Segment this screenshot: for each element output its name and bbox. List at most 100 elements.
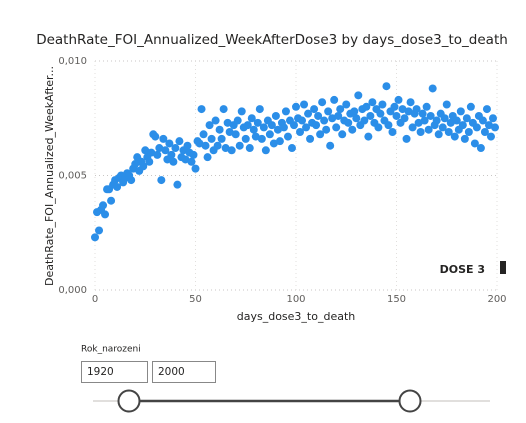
point <box>394 95 403 104</box>
point <box>243 121 252 130</box>
point <box>384 121 393 130</box>
point <box>466 102 475 111</box>
point <box>440 114 449 123</box>
x-tick-label: 100 <box>286 294 305 305</box>
point <box>348 125 357 134</box>
point <box>302 123 311 132</box>
point <box>344 118 353 127</box>
point <box>408 123 417 132</box>
point <box>237 107 246 116</box>
point <box>165 139 174 148</box>
point <box>310 105 319 114</box>
point <box>488 114 497 123</box>
point <box>191 164 200 173</box>
slicer-min-input[interactable] <box>81 361 148 383</box>
point <box>95 226 104 235</box>
point <box>368 98 377 107</box>
point <box>314 111 323 120</box>
point <box>442 100 451 109</box>
point <box>458 121 467 130</box>
point <box>416 127 425 136</box>
point <box>390 102 399 111</box>
point <box>139 162 148 171</box>
point <box>189 150 198 159</box>
point <box>364 132 373 141</box>
y-axis-label: DeathRate_FOI_Annualized_WeekAfter... <box>43 66 56 286</box>
point <box>281 107 290 116</box>
point <box>187 157 196 166</box>
point <box>424 125 433 134</box>
point <box>452 116 461 125</box>
point <box>175 137 184 146</box>
point <box>233 116 242 125</box>
slider-handle-min[interactable] <box>117 389 141 413</box>
point <box>231 130 240 139</box>
point <box>352 114 361 123</box>
point <box>273 125 282 134</box>
point <box>257 134 266 143</box>
point <box>402 134 411 143</box>
slicer-min-text: 1920 <box>87 366 114 378</box>
annotation: DOSE 3 <box>440 263 485 276</box>
point <box>432 116 441 125</box>
point <box>223 118 232 127</box>
point <box>374 123 383 132</box>
point <box>476 144 485 153</box>
point <box>478 116 487 125</box>
point <box>332 123 341 132</box>
point <box>470 139 479 148</box>
point <box>406 98 415 107</box>
point <box>480 127 489 136</box>
point <box>159 134 168 143</box>
point <box>167 150 176 159</box>
point <box>464 127 473 136</box>
point <box>99 201 108 210</box>
point <box>328 114 337 123</box>
point <box>428 84 437 93</box>
point <box>418 109 427 118</box>
point <box>171 144 180 153</box>
point <box>241 134 250 143</box>
slicer-max-input[interactable] <box>152 361 216 383</box>
point <box>181 155 190 164</box>
point <box>155 144 164 153</box>
point <box>141 146 150 155</box>
point <box>131 160 140 169</box>
point <box>113 182 122 191</box>
slider-handle-max[interactable] <box>398 389 422 413</box>
point <box>360 116 369 125</box>
point <box>472 123 481 132</box>
point <box>326 141 335 150</box>
point <box>173 180 182 189</box>
point <box>316 130 325 139</box>
point <box>211 116 220 125</box>
point <box>426 111 435 120</box>
x-tick-label: 200 <box>487 294 506 305</box>
point <box>304 109 313 118</box>
point <box>227 146 236 155</box>
x-tick-label: 0 <box>92 294 98 305</box>
point <box>161 146 170 155</box>
point <box>450 132 459 141</box>
point <box>261 146 270 155</box>
point <box>201 141 210 150</box>
point <box>271 111 280 120</box>
point <box>199 130 208 139</box>
point <box>247 114 256 123</box>
point <box>486 132 495 141</box>
point <box>253 118 262 127</box>
point <box>157 176 166 185</box>
point <box>438 123 447 132</box>
point <box>213 141 222 150</box>
point <box>101 210 110 219</box>
point <box>169 157 178 166</box>
point <box>350 107 359 116</box>
point <box>91 233 99 242</box>
point <box>279 123 288 132</box>
point <box>265 130 274 139</box>
point <box>269 139 278 148</box>
point <box>225 127 234 136</box>
point <box>404 107 413 116</box>
point <box>292 102 300 111</box>
